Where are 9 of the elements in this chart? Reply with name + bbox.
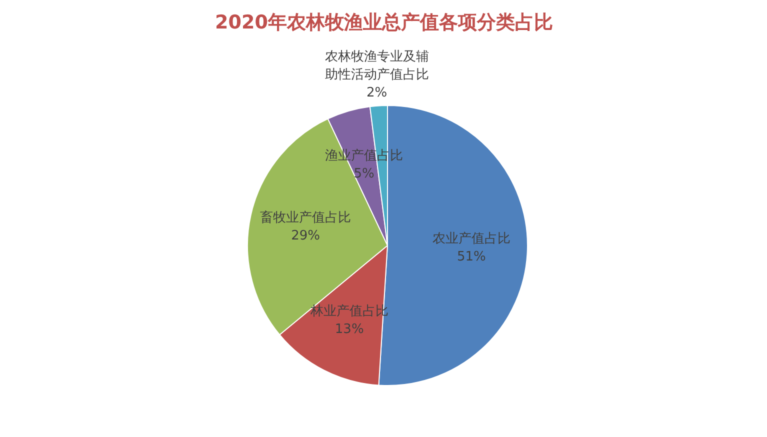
- data-label: 29%: [291, 228, 320, 244]
- data-label: 13%: [334, 322, 364, 337]
- slice-label: 畜牧业产值占比: [260, 210, 352, 226]
- data-label: 51%: [457, 250, 486, 265]
- slice-label: 农林牧渔专业及辅助性活动产值占比: [324, 50, 429, 83]
- data-label: 5%: [354, 166, 374, 182]
- chart-title: 2020年农林牧渔业总产值各项分类占比: [215, 12, 553, 34]
- slice-label: 农业产值占比: [432, 232, 510, 247]
- data-label: 2%: [366, 86, 388, 101]
